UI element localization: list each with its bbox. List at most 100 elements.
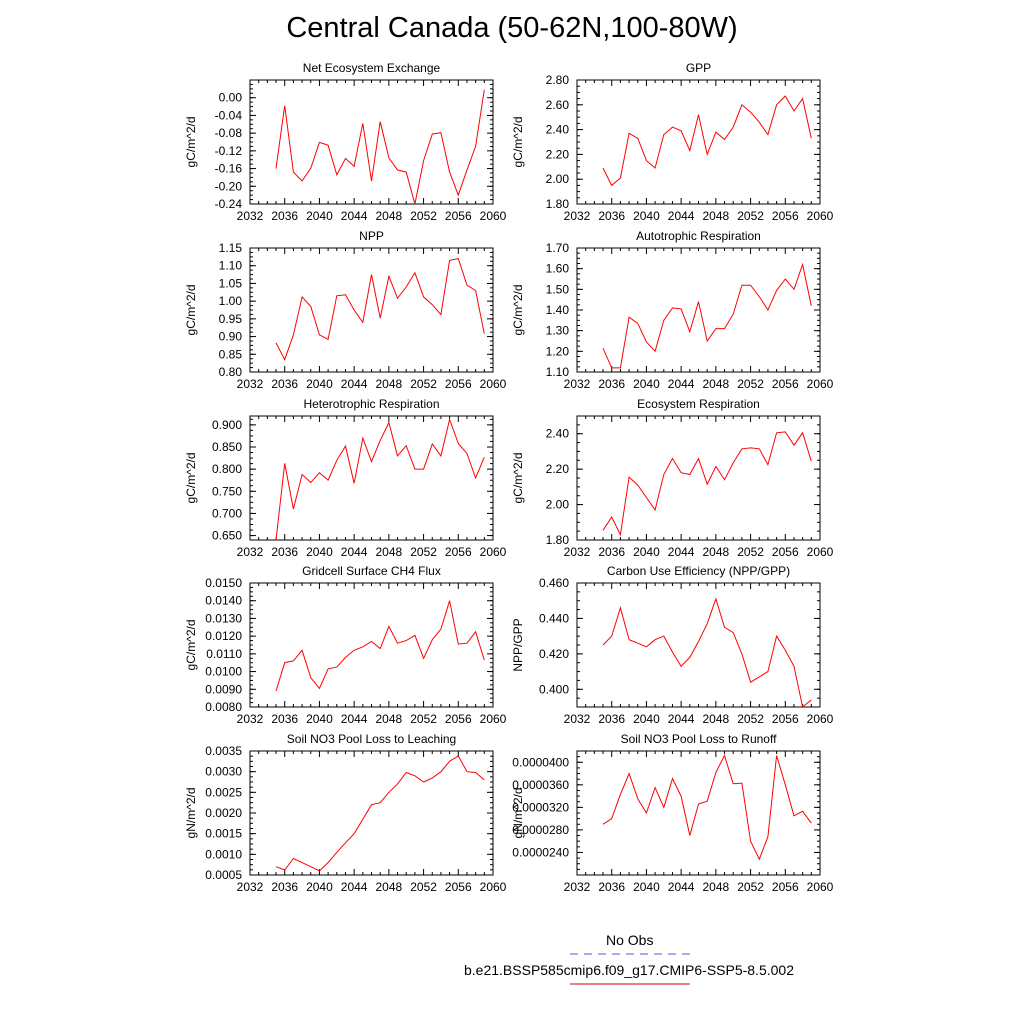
x-tick-label: 2056: [772, 545, 799, 559]
y-tick-label: -0.16: [215, 162, 243, 176]
y-tick-label: 2.20: [546, 147, 570, 161]
legend-swatch-no-obs: [570, 953, 690, 955]
x-tick-label: 2060: [807, 377, 834, 391]
x-tick-label: 2040: [633, 545, 660, 559]
y-tick-label: 0.0000240: [512, 845, 569, 859]
x-tick-label: 2044: [341, 880, 368, 894]
x-tick-label: 2036: [271, 209, 298, 223]
x-tick-label: 2032: [564, 545, 591, 559]
series-line: [602, 754, 812, 861]
panel-soil-no3-pool-loss-to-runoff: Soil NO3 Pool Loss to Runoff gN/m^2/d 2032…: [511, 732, 834, 894]
y-tick-label: 0.700: [212, 506, 242, 520]
panel-gridcell-surface-ch4-flux: Gridcell Surface CH4 Flux gC/m^2/d 2032 203…: [184, 564, 507, 726]
y-tick-label: 0.900: [212, 418, 242, 432]
plot-frame: [576, 79, 821, 205]
x-tick-label: 2044: [668, 377, 695, 391]
panel-npp: NPP gC/m^2/d 2032 2036 2040 2044 2048 2052 2056 2…: [184, 229, 507, 391]
x-tick-label: 2056: [445, 880, 472, 894]
x-tick-label: 2036: [598, 377, 625, 391]
y-tick-label: 0.800: [212, 462, 242, 476]
x-tick-label: 2048: [703, 712, 730, 726]
y-tick-label: 0.0015: [205, 827, 242, 841]
y-tick-label: 2.00: [546, 172, 570, 186]
x-tick-label: 2056: [772, 377, 799, 391]
x-tick-label: 2052: [737, 545, 764, 559]
y-tick-label: 0.90: [219, 330, 243, 344]
y-tick-label: 0.0120: [205, 629, 242, 643]
x-tick-label: 2032: [237, 712, 264, 726]
x-tick-label: 2032: [237, 880, 264, 894]
x-tick-label: 2036: [598, 712, 625, 726]
y-tick-label: 0.0000280: [512, 823, 569, 837]
y-tick-label: 0.0110: [206, 647, 242, 661]
x-tick-label: 2052: [737, 377, 764, 391]
x-tick-label: 2048: [703, 377, 730, 391]
y-axis-label: gN/m^2/d: [511, 788, 525, 839]
y-tick-label: 1.60: [546, 262, 570, 276]
x-tick-label: 2048: [376, 880, 403, 894]
x-tick-label: 2052: [410, 712, 437, 726]
series-line: [275, 755, 485, 872]
y-tick-label: 0.0090: [205, 682, 242, 696]
x-tick-label: 2056: [445, 377, 472, 391]
x-tick-label: 2044: [341, 209, 368, 223]
y-tick-label: 2.00: [546, 498, 570, 512]
y-axis-label: gC/m^2/d: [184, 285, 198, 336]
x-tick-label: 2040: [633, 712, 660, 726]
y-tick-label: -0.04: [215, 108, 243, 122]
legend-label-no-obs: No Obs: [606, 932, 654, 948]
y-tick-label: 0.0035: [205, 744, 242, 758]
series-line: [275, 417, 485, 540]
panel-carbon-use-efficiency-npp-gpp: Carbon Use Efficiency (NPP/GPP) NPP/GPP 20…: [511, 564, 834, 726]
x-tick-label: 2052: [410, 209, 437, 223]
x-tick-label: 2036: [271, 712, 298, 726]
x-tick-label: 2036: [271, 377, 298, 391]
legend: No Obs b.e21.BSSP585cmip6.f09_g17.CMIP6-…: [440, 928, 820, 988]
series-line: [602, 262, 812, 369]
x-tick-label: 2032: [564, 377, 591, 391]
y-tick-label: 0.0080: [205, 700, 242, 714]
x-tick-label: 2060: [807, 209, 834, 223]
y-tick-label: 1.40: [546, 303, 570, 317]
x-tick-label: 2040: [306, 545, 333, 559]
x-tick-label: 2052: [737, 209, 764, 223]
y-tick-label: -0.08: [215, 126, 243, 140]
x-tick-label: 2048: [703, 545, 730, 559]
y-tick-label: 0.0000400: [512, 755, 569, 769]
x-tick-label: 2032: [237, 209, 264, 223]
panel-title: Autotrophic Respiration: [636, 229, 761, 243]
panel-title: Ecosystem Respiration: [637, 397, 760, 411]
y-tick-label: 1.10: [219, 259, 243, 273]
y-tick-label: 0.0150: [205, 576, 242, 590]
y-tick-label: 0.440: [539, 611, 569, 625]
y-tick-label: 1.30: [546, 324, 570, 338]
x-tick-label: 2052: [410, 545, 437, 559]
y-tick-label: 0.0100: [205, 665, 242, 679]
y-tick-label: 1.10: [546, 365, 570, 379]
y-axis-label: gC/m^2/d: [184, 117, 198, 168]
x-tick-label: 2060: [480, 712, 507, 726]
y-tick-label: 1.05: [219, 276, 243, 290]
x-tick-label: 2036: [598, 545, 625, 559]
x-tick-label: 2056: [445, 209, 472, 223]
y-tick-label: 1.00: [219, 294, 243, 308]
y-tick-label: 0.750: [212, 484, 242, 498]
x-tick-label: 2032: [237, 545, 264, 559]
x-tick-label: 2060: [480, 880, 507, 894]
x-tick-label: 2040: [633, 209, 660, 223]
series-line: [602, 95, 812, 187]
panel-heterotrophic-respiration: Heterotrophic Respiration gC/m^2/d 2032 203…: [184, 397, 507, 559]
y-tick-label: 0.85: [219, 347, 243, 361]
y-axis-label: gC/m^2/d: [184, 453, 198, 504]
x-tick-label: 2032: [564, 880, 591, 894]
y-tick-label: 1.15: [219, 241, 243, 255]
plot-frame: [576, 247, 821, 373]
panel-title: GPP: [686, 61, 711, 75]
y-tick-label: -0.20: [215, 179, 243, 193]
y-tick-label: 0.0020: [205, 806, 242, 820]
plot-frame: [249, 79, 494, 205]
y-tick-label: 0.0000360: [512, 778, 569, 792]
x-tick-label: 2036: [271, 880, 298, 894]
y-tick-label: 0.0005: [205, 868, 242, 882]
